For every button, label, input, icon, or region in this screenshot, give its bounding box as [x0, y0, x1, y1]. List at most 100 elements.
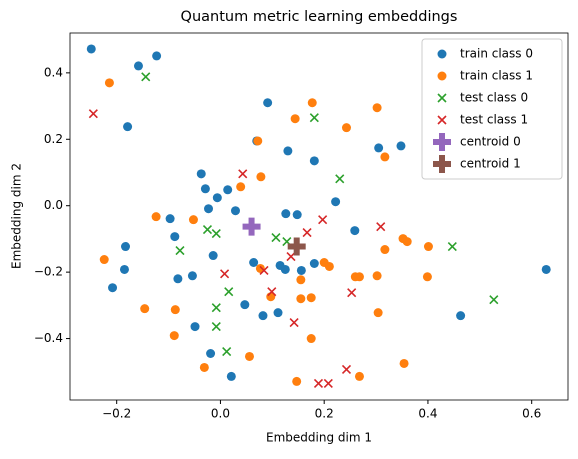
point	[211, 322, 221, 332]
point	[306, 334, 316, 344]
point-stroke	[224, 287, 234, 297]
point	[313, 378, 324, 388]
point	[119, 264, 129, 274]
x-axis-label: Embedding dim 1	[266, 431, 372, 445]
point	[224, 287, 234, 297]
point	[208, 251, 218, 261]
x-tick-label: −0.2	[102, 407, 131, 421]
point-stroke	[141, 72, 151, 82]
point	[289, 318, 299, 328]
point	[286, 251, 296, 262]
point	[238, 169, 248, 179]
point	[350, 226, 360, 236]
point	[212, 193, 222, 203]
x-tick-label: 0.0	[211, 407, 230, 421]
point-stroke	[220, 269, 230, 279]
point	[211, 303, 221, 313]
point	[271, 233, 281, 243]
point	[374, 143, 384, 153]
point	[354, 371, 364, 381]
point	[396, 141, 406, 151]
point	[373, 308, 383, 318]
y-tick-label: 0.0	[44, 198, 63, 212]
point	[324, 261, 334, 271]
point	[133, 61, 143, 71]
point	[220, 269, 230, 279]
point	[211, 229, 221, 239]
point-stroke	[341, 364, 352, 375]
y-axis-label: Embedding dim 2	[10, 163, 24, 269]
point	[123, 122, 133, 132]
point	[541, 264, 551, 274]
point	[249, 257, 259, 267]
point-stroke	[267, 287, 277, 297]
point	[226, 371, 236, 381]
point	[165, 214, 175, 224]
point	[140, 304, 150, 314]
point	[170, 232, 180, 242]
point	[292, 376, 302, 386]
point	[200, 184, 210, 194]
point	[341, 364, 352, 375]
point	[309, 258, 319, 268]
point-stroke	[238, 169, 248, 179]
point-stroke	[318, 215, 328, 225]
point	[256, 172, 266, 182]
point	[281, 209, 291, 219]
point-stroke	[347, 288, 357, 298]
y-tick-label: −0.4	[34, 331, 63, 345]
point-stroke	[447, 241, 457, 252]
point	[380, 152, 390, 162]
point	[267, 287, 277, 297]
point	[86, 44, 96, 54]
legend-marker	[437, 93, 447, 103]
point-stroke	[309, 113, 319, 123]
point	[302, 228, 312, 238]
y-tick-label: −0.2	[34, 265, 63, 279]
point	[223, 185, 233, 195]
point	[318, 215, 328, 225]
legend-marker	[433, 155, 451, 173]
x-tick-label: 0.6	[522, 407, 541, 421]
point	[292, 210, 302, 220]
point	[236, 182, 246, 192]
point	[151, 212, 161, 222]
point	[287, 237, 306, 256]
point-stroke	[335, 174, 345, 184]
point	[372, 103, 382, 113]
point	[489, 295, 499, 305]
legend: train class 0 train class 1 test class 0 te…	[421, 38, 563, 180]
legend-marker-stroke	[437, 93, 447, 103]
point-stroke	[489, 295, 499, 305]
point-stroke	[323, 378, 333, 388]
point	[456, 311, 466, 321]
legend-marker	[433, 133, 451, 151]
point	[230, 206, 240, 216]
x-tick-label: 0.2	[315, 407, 334, 421]
legend-label: train class 0	[460, 47, 533, 61]
point	[323, 378, 333, 388]
point	[331, 197, 341, 207]
point-stroke	[211, 322, 221, 332]
point	[296, 265, 306, 275]
point-stroke	[286, 251, 296, 262]
legend-label: test class 1	[460, 113, 528, 127]
legend-label: centroid 1	[460, 157, 521, 171]
point	[309, 156, 319, 166]
point	[258, 311, 268, 321]
x-tick-label: 0.4	[418, 407, 437, 421]
legend-box	[421, 38, 563, 180]
point	[307, 98, 317, 108]
point	[170, 305, 180, 315]
point	[335, 174, 345, 184]
point-stroke	[313, 378, 324, 388]
point-stroke	[271, 233, 281, 243]
point-stroke	[175, 245, 185, 256]
point	[380, 245, 390, 255]
plot-frame	[69, 32, 569, 401]
point	[187, 271, 197, 281]
point	[283, 146, 293, 156]
point	[376, 222, 386, 232]
point	[309, 113, 319, 123]
